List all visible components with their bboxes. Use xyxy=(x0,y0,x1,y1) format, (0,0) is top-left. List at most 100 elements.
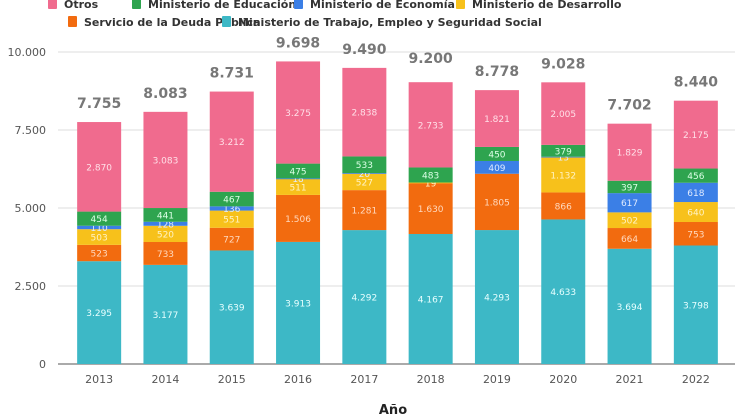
x-tick-label: 2018 xyxy=(417,373,445,386)
data-label: 1.630 xyxy=(418,205,444,215)
data-label: 409 xyxy=(488,164,505,174)
data-label: 4.292 xyxy=(351,294,377,304)
x-tick-label: 2015 xyxy=(218,373,246,386)
bar-segment xyxy=(541,144,586,157)
bar-segment xyxy=(541,82,586,145)
data-label: 527 xyxy=(356,178,373,188)
data-label: 523 xyxy=(91,250,108,260)
data-label: 454 xyxy=(91,215,108,225)
data-label: 551 xyxy=(223,216,240,226)
data-label: 4.293 xyxy=(484,294,510,304)
y-tick-label: 0 xyxy=(39,358,46,371)
x-tick-label: 2017 xyxy=(350,373,378,386)
data-label: 2.870 xyxy=(86,163,112,173)
bar-segment xyxy=(276,163,321,179)
y-tick-label: 7.500 xyxy=(15,124,47,137)
bar-segment xyxy=(77,225,122,230)
data-label: 450 xyxy=(488,150,505,160)
bar-segment xyxy=(408,233,453,364)
bar-segment xyxy=(474,173,519,231)
total-label: 9.490 xyxy=(342,42,387,58)
bar-segment xyxy=(607,212,652,229)
bar-segment xyxy=(143,225,188,243)
legend-label: Ministerio de Trabajo, Empleo y Segurida… xyxy=(238,16,542,29)
data-label: 617 xyxy=(621,199,638,209)
data-label: 3.275 xyxy=(285,109,311,119)
data-label: 3.639 xyxy=(219,304,245,314)
x-tick-label: 2022 xyxy=(682,373,710,386)
bar-segment xyxy=(474,146,519,161)
bar-segment xyxy=(607,228,652,249)
bar-segment xyxy=(541,219,586,364)
bar-segment xyxy=(209,91,254,192)
bar-segment xyxy=(209,206,254,211)
data-label: 483 xyxy=(422,172,439,182)
data-label: 733 xyxy=(157,250,174,260)
bar-segment xyxy=(77,261,122,364)
bar-segment xyxy=(209,210,254,228)
bar-segment xyxy=(276,194,321,242)
bar-segment xyxy=(143,242,188,265)
bar-segment xyxy=(607,248,652,364)
data-label: 1.821 xyxy=(484,115,510,125)
data-label: 2.733 xyxy=(418,121,444,131)
bar-segment xyxy=(209,191,254,207)
bar-segment xyxy=(143,264,188,364)
bar-segment xyxy=(474,160,519,174)
legend-label: Ministerio de Desarrollo xyxy=(472,0,622,11)
bar-segment xyxy=(673,245,718,364)
total-label: 7.702 xyxy=(607,98,651,114)
data-label: 136 xyxy=(223,205,240,215)
total-label: 8.778 xyxy=(475,64,519,80)
bar-segment xyxy=(342,173,387,191)
bar-segment xyxy=(342,173,387,174)
data-label: 3.295 xyxy=(86,309,112,319)
data-label: 18 xyxy=(292,175,304,185)
legend-swatch xyxy=(294,0,303,9)
bar-segment xyxy=(276,178,321,195)
bar-segment xyxy=(673,100,718,169)
data-label: 727 xyxy=(223,236,240,246)
data-label: 2.005 xyxy=(550,110,576,120)
total-label: 8.731 xyxy=(210,66,254,82)
data-label: 4.167 xyxy=(418,295,444,305)
bar-segment xyxy=(143,208,188,222)
bar-segment xyxy=(541,157,586,193)
data-label: 456 xyxy=(687,172,704,182)
data-label: 441 xyxy=(157,211,174,221)
data-label: 110 xyxy=(91,224,108,234)
legend-label: Servicio de la Deuda Pública xyxy=(84,16,260,29)
data-label: 866 xyxy=(555,202,572,212)
data-label: 1.805 xyxy=(484,198,510,208)
bar-segment xyxy=(607,193,652,213)
data-label: 3.083 xyxy=(153,156,179,166)
bar-segment xyxy=(342,67,387,157)
bar-segment xyxy=(673,168,718,183)
data-label: 2.175 xyxy=(683,131,709,141)
bar-segment xyxy=(276,178,321,180)
bar-segment xyxy=(607,123,652,181)
data-label: 2.838 xyxy=(351,109,377,119)
data-label: 397 xyxy=(621,183,638,193)
bar-segment xyxy=(408,183,453,234)
bar-segment xyxy=(474,90,519,147)
bar-segment xyxy=(276,61,321,164)
bar-segment xyxy=(143,111,188,209)
data-label: 511 xyxy=(289,183,306,193)
y-tick-label: 10.000 xyxy=(8,46,47,59)
data-label: 502 xyxy=(621,217,638,227)
y-tick-label: 5.000 xyxy=(15,202,47,215)
data-label: 20 xyxy=(359,170,371,180)
data-label: 3.212 xyxy=(219,138,245,148)
data-label: 520 xyxy=(157,230,174,240)
legend-swatch xyxy=(48,0,57,9)
bar-segment xyxy=(77,244,122,262)
x-tick-label: 2019 xyxy=(483,373,511,386)
data-label: 1.281 xyxy=(351,207,377,217)
bar-segment xyxy=(342,190,387,231)
data-label: 618 xyxy=(687,189,704,199)
bar-segment xyxy=(541,156,586,158)
total-label: 8.440 xyxy=(674,75,719,91)
data-label: 753 xyxy=(687,230,704,240)
